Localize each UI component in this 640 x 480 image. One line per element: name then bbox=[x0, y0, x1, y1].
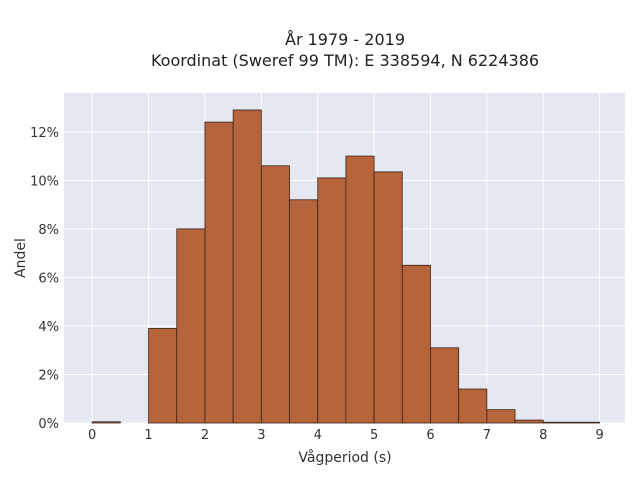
histogram-bar bbox=[514, 419, 544, 424]
x-tick-labels: 0 1 2 3 4 5 6 7 8 9 bbox=[88, 428, 604, 443]
y-tick-label: 6% bbox=[38, 271, 59, 286]
histogram-bar bbox=[345, 155, 375, 424]
histogram-bar bbox=[204, 121, 234, 424]
histogram-bar bbox=[373, 171, 403, 424]
x-tick-label: 6 bbox=[426, 428, 434, 443]
x-tick-label: 2 bbox=[201, 428, 209, 443]
x-tick-label: 7 bbox=[483, 428, 491, 443]
histogram-bar bbox=[401, 264, 431, 424]
histogram-bar bbox=[289, 199, 319, 424]
histogram-bar bbox=[571, 421, 601, 424]
x-tick-label: 5 bbox=[370, 428, 378, 443]
y-tick-labels: 0% 2% 4% 6% 8% 10% 12% bbox=[30, 126, 59, 432]
y-tick-label: 8% bbox=[38, 223, 59, 238]
y-tick-label: 10% bbox=[30, 174, 59, 189]
x-tick-label: 9 bbox=[595, 428, 603, 443]
histogram-bar bbox=[260, 165, 290, 424]
histogram-bar bbox=[91, 421, 121, 424]
bars bbox=[91, 109, 601, 424]
y-axis-label: Andel bbox=[13, 238, 29, 278]
chart-subtitle: Koordinat (Sweref 99 TM): E 338594, N 62… bbox=[151, 51, 539, 70]
histogram-bar bbox=[317, 177, 347, 424]
x-tick-label: 0 bbox=[88, 428, 96, 443]
y-tick-label: 4% bbox=[38, 320, 59, 335]
histogram-bar bbox=[542, 421, 572, 424]
histogram-bar bbox=[458, 388, 488, 424]
histogram-bar bbox=[430, 347, 460, 424]
chart-title: År 1979 - 2019 bbox=[285, 30, 405, 49]
x-tick-label: 3 bbox=[257, 428, 265, 443]
y-tick-label: 2% bbox=[38, 368, 59, 383]
x-axis-label: Vågperiod (s) bbox=[298, 449, 391, 466]
y-tick-label: 12% bbox=[30, 126, 59, 141]
x-tick-label: 1 bbox=[144, 428, 152, 443]
histogram-bar bbox=[232, 109, 262, 424]
x-tick-label: 8 bbox=[539, 428, 547, 443]
histogram-bar bbox=[486, 409, 516, 424]
y-tick-label: 0% bbox=[38, 417, 59, 432]
histogram-bar bbox=[148, 327, 178, 424]
x-tick-label: 4 bbox=[314, 428, 322, 443]
histogram-bar bbox=[176, 228, 206, 424]
